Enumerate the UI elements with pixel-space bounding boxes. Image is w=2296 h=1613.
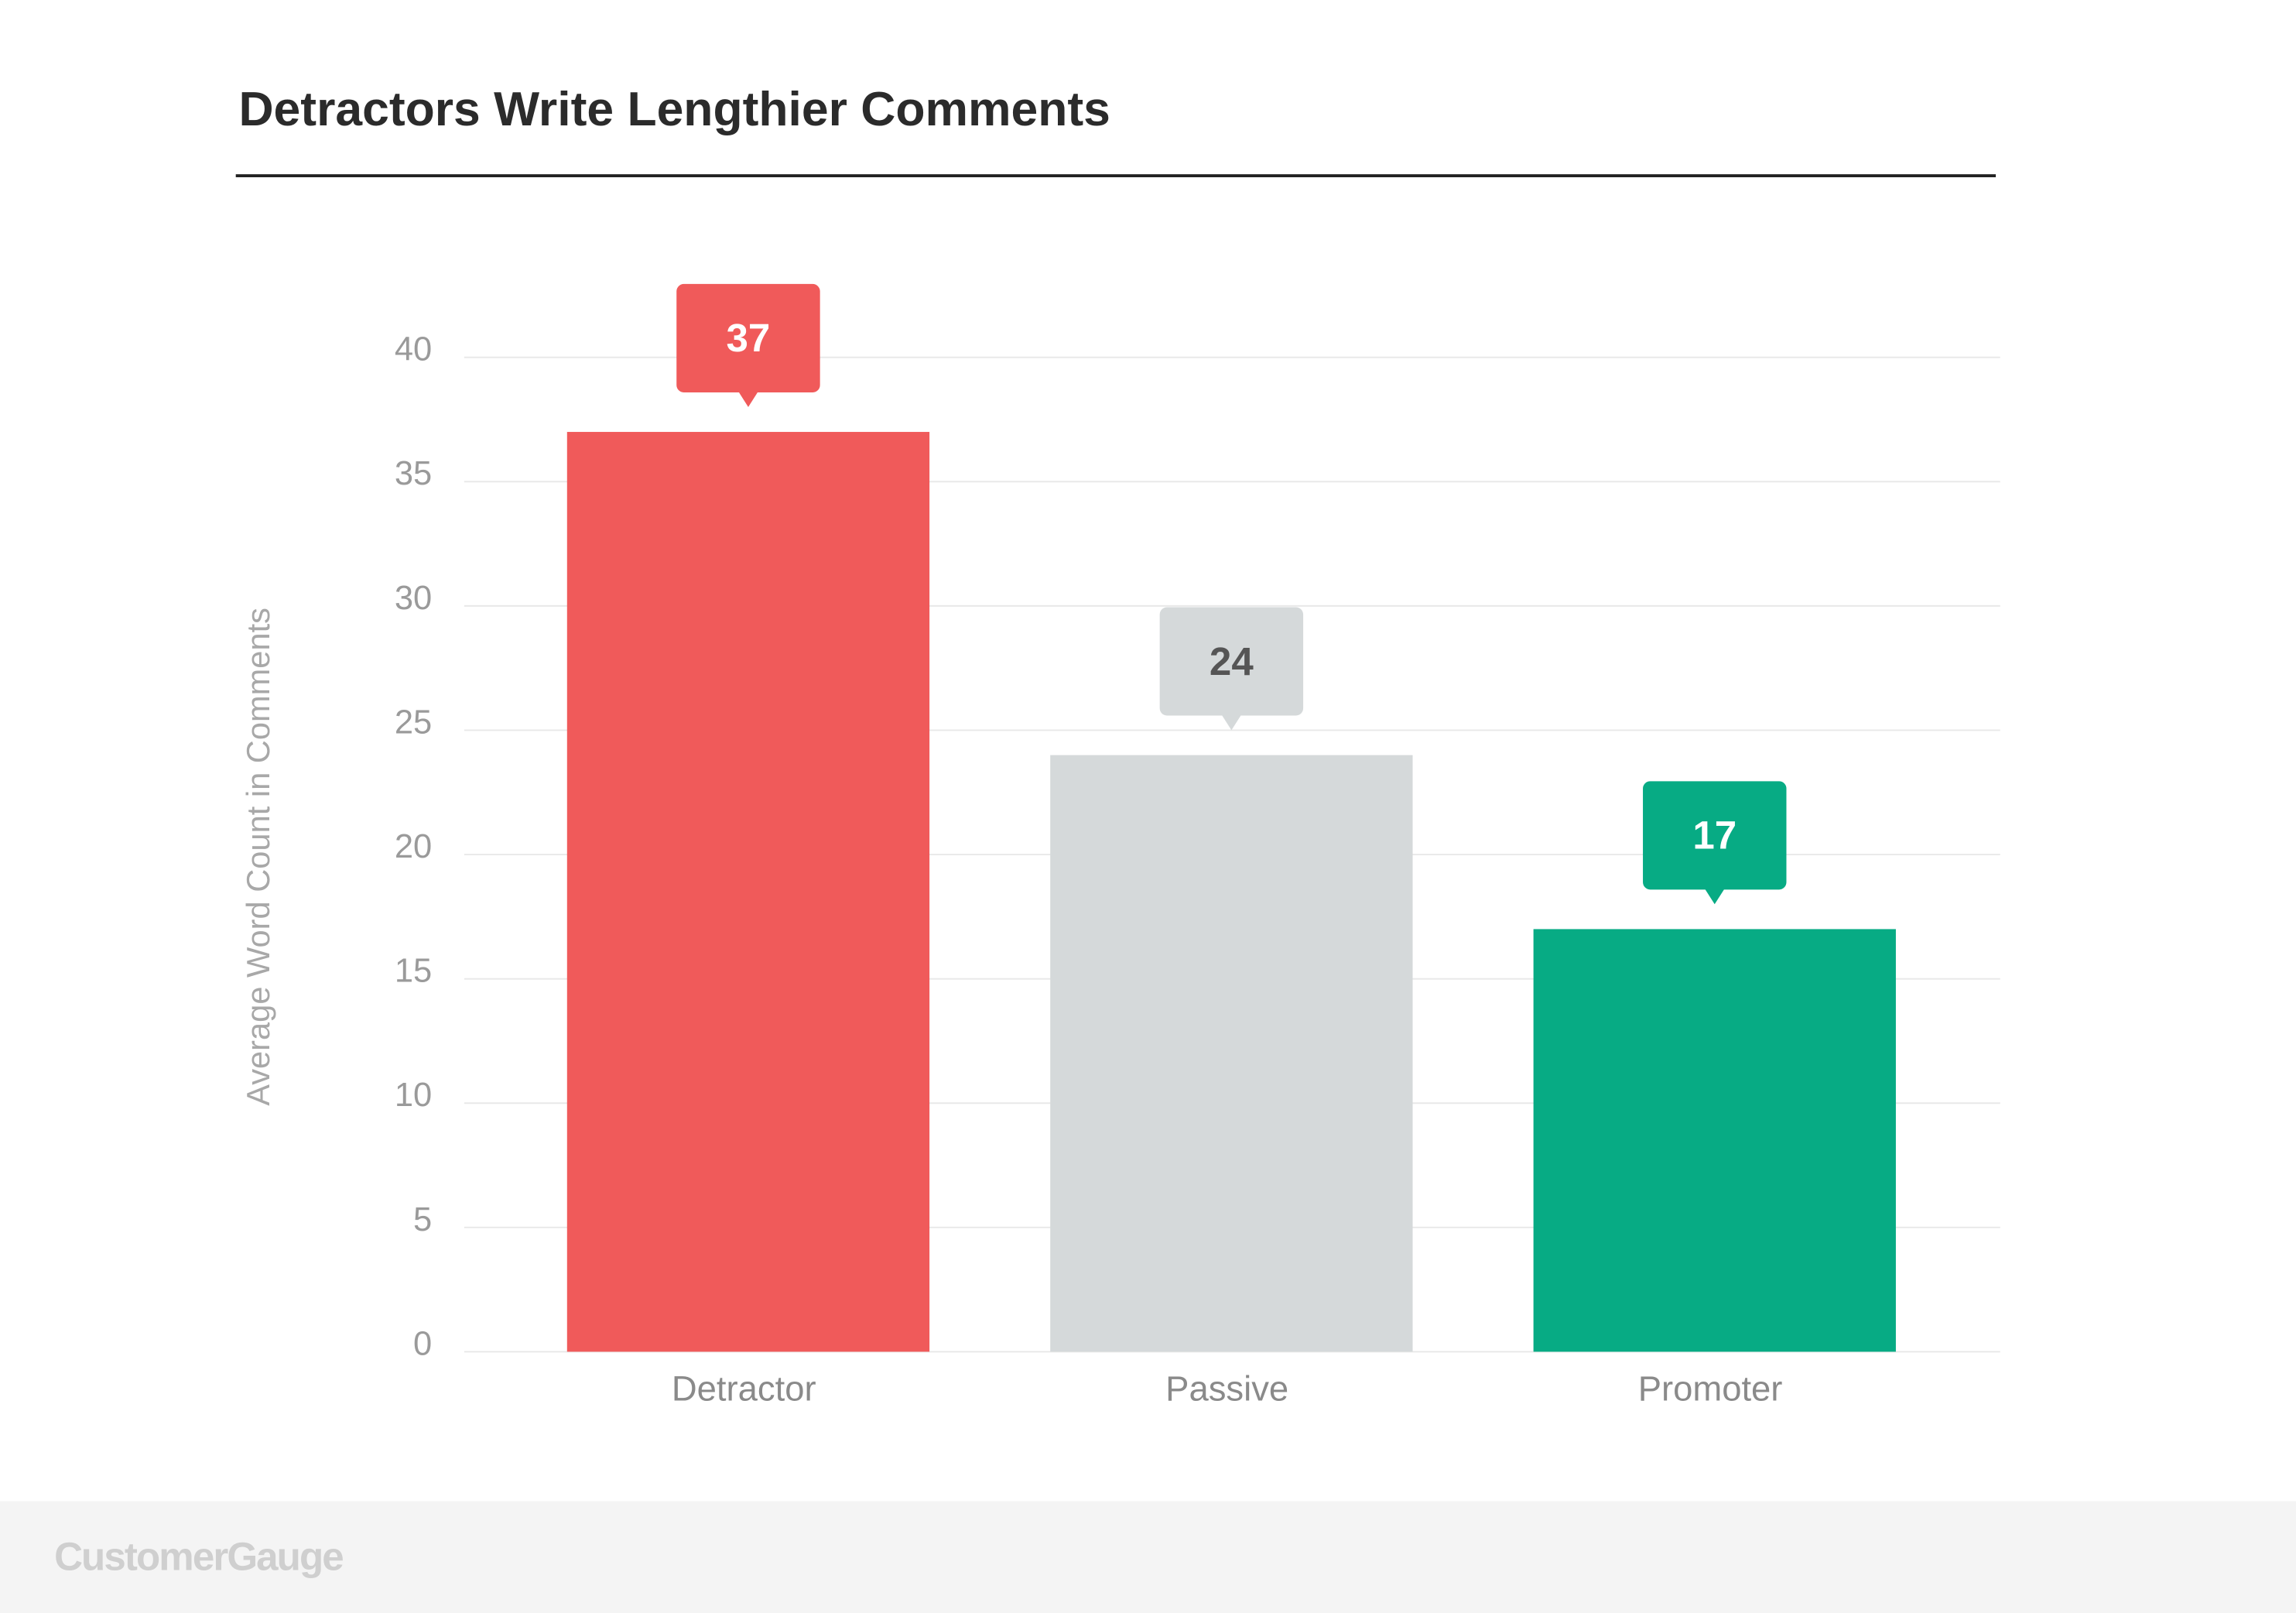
footer-brand: CustomerGauge — [54, 1535, 343, 1579]
value-label: 17 — [1692, 813, 1737, 858]
footer-band — [0, 1501, 2296, 1613]
value-label-pointer — [1704, 888, 1726, 905]
y-tick-label: 40 — [395, 331, 432, 368]
chart-title: Detractors Write Lengthier Comments — [238, 82, 1110, 136]
bar — [566, 432, 930, 1352]
y-tick-label: 25 — [395, 704, 432, 741]
y-tick-label: 30 — [395, 580, 432, 617]
value-label-box — [1643, 781, 1787, 890]
value-label-pointer — [1221, 714, 1242, 731]
x-tick-label: Passive — [1165, 1369, 1288, 1409]
value-label-pointer — [737, 391, 759, 407]
x-tick-label: Detractor — [672, 1369, 816, 1409]
value-label-box — [676, 283, 820, 392]
y-tick-label: 35 — [395, 455, 432, 492]
value-label: 24 — [1210, 639, 1254, 683]
x-tick-label: Promoter — [1638, 1369, 1783, 1409]
y-tick-label: 15 — [395, 953, 432, 990]
y-tick-label: 20 — [395, 828, 432, 865]
y-tick-label: 5 — [413, 1201, 432, 1238]
bar — [1050, 755, 1413, 1352]
value-label-box — [1159, 607, 1304, 716]
y-tick-label: 10 — [395, 1077, 432, 1114]
y-axis-title: Average Word Count in Comments — [240, 608, 276, 1106]
value-label: 37 — [727, 316, 771, 360]
bar — [1533, 929, 1896, 1352]
y-tick-label: 0 — [413, 1325, 432, 1362]
